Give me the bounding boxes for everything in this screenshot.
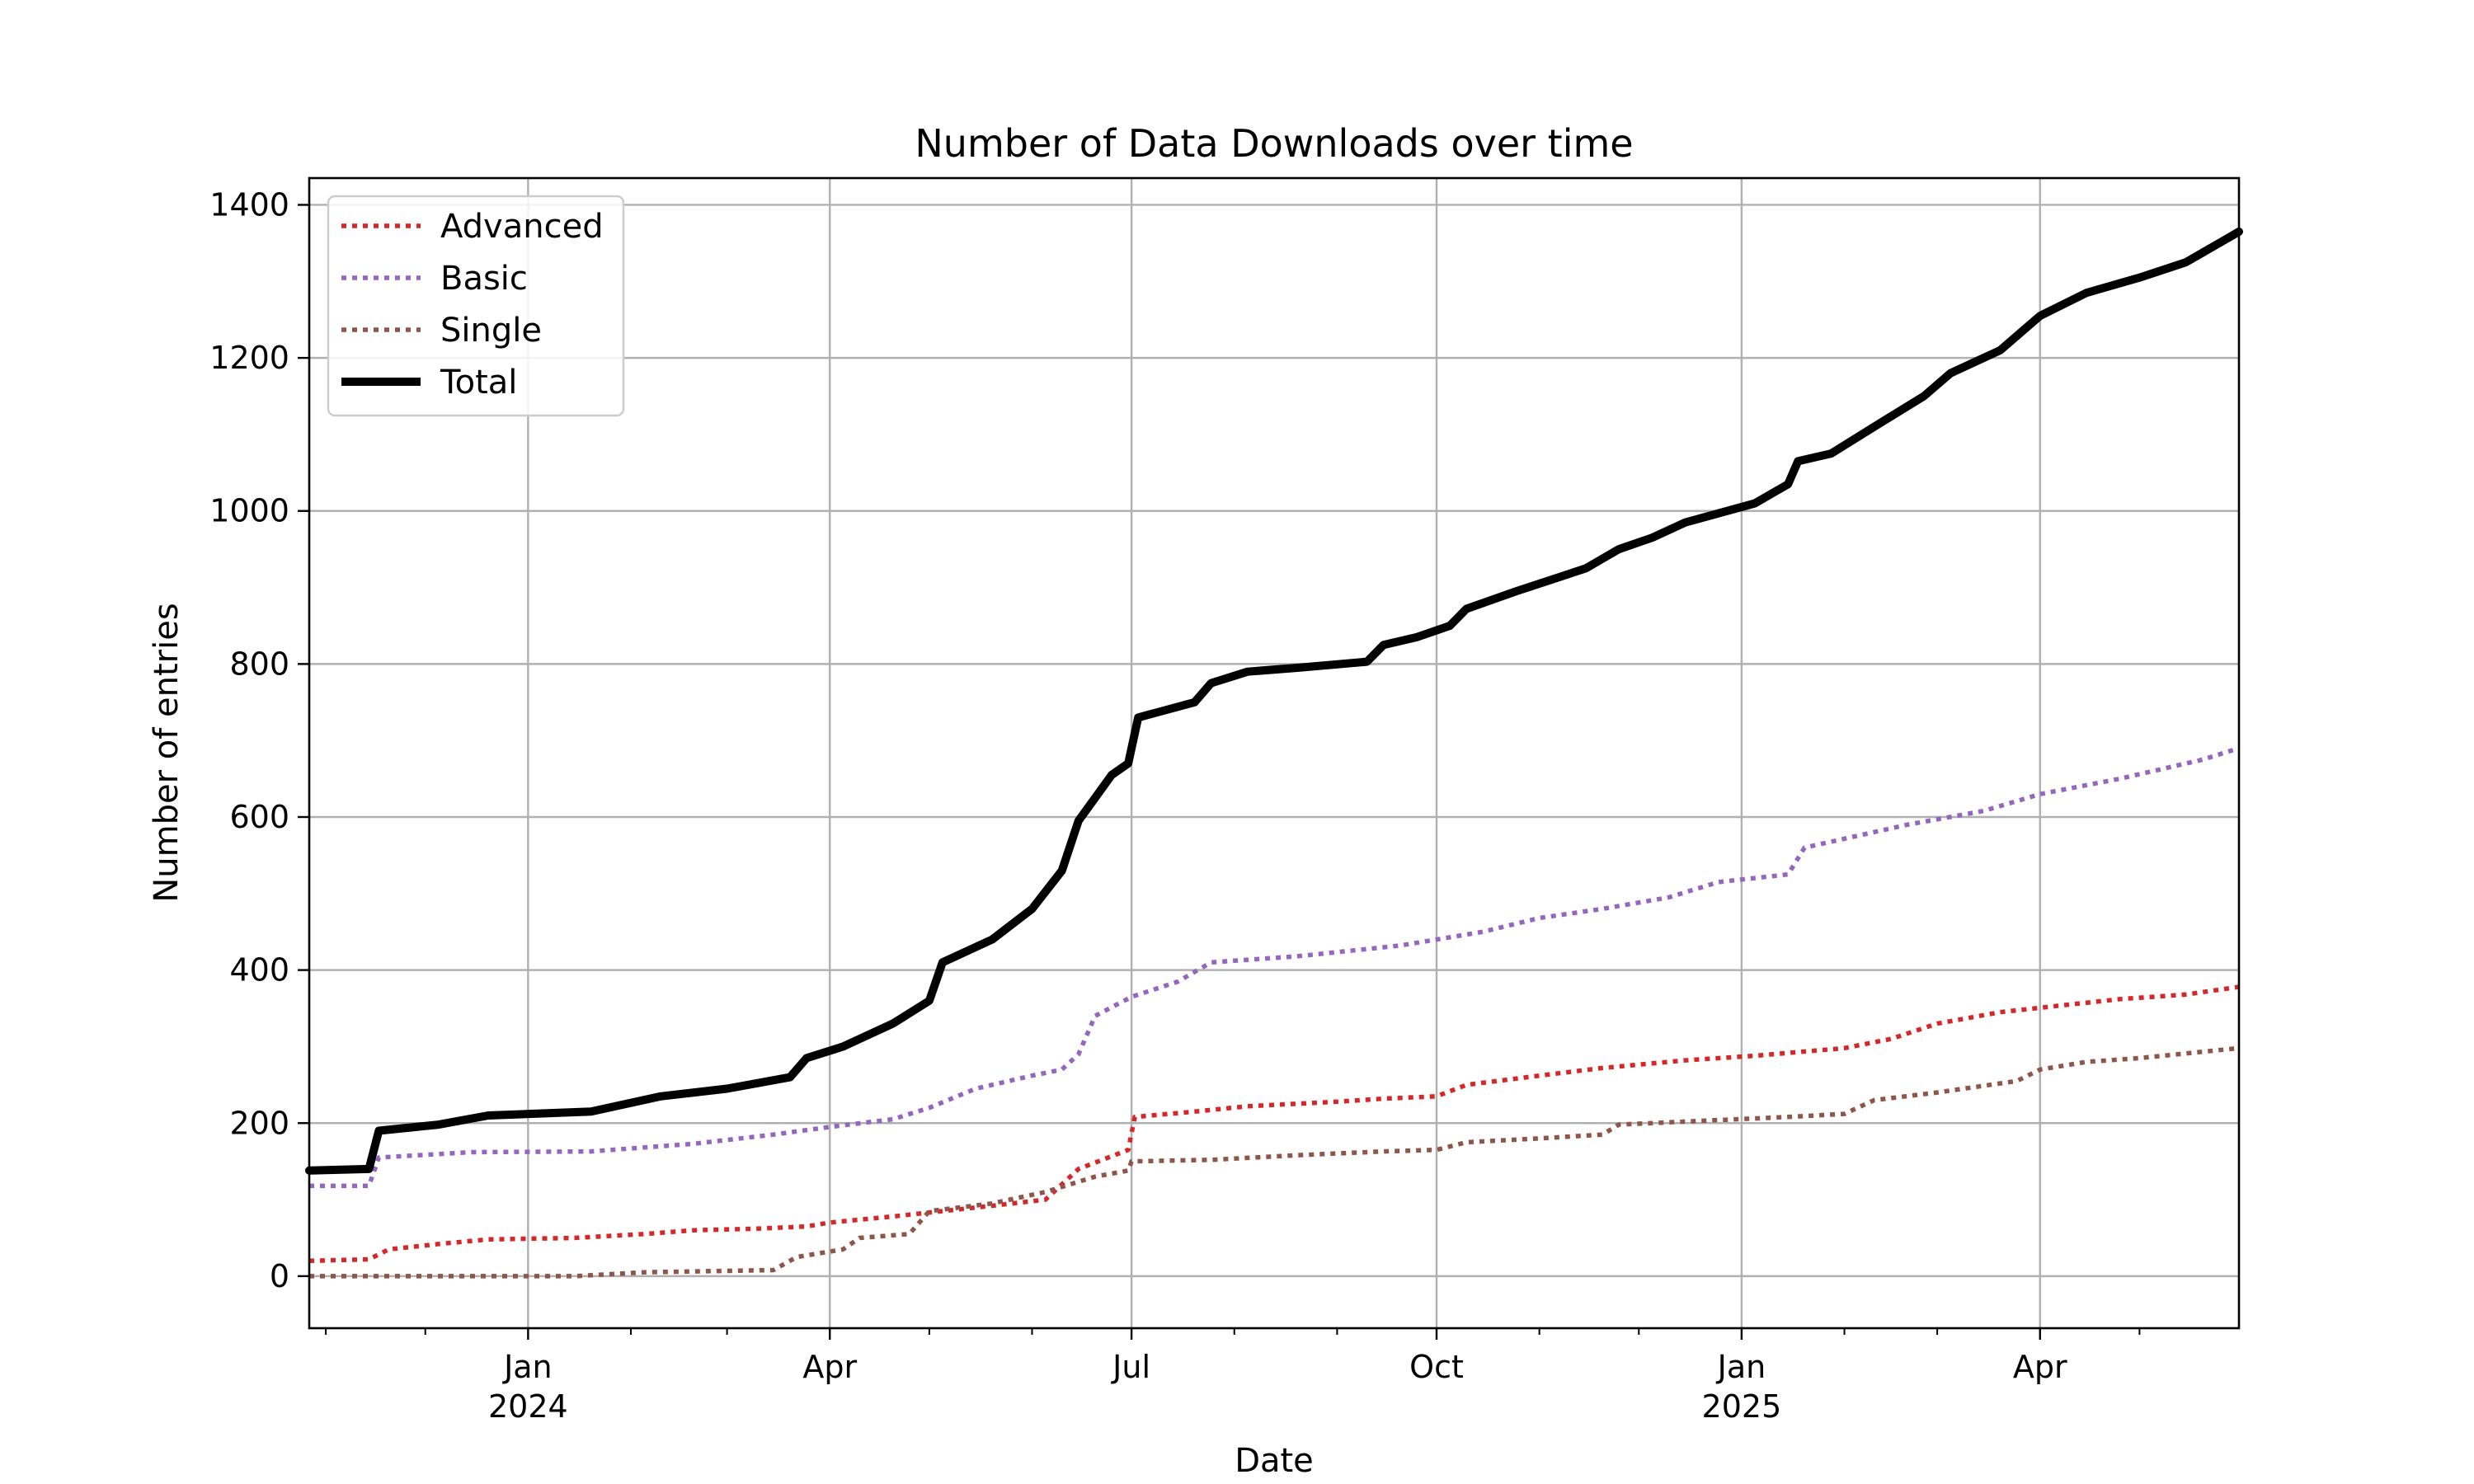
plot-area-frame [308, 176, 2241, 1330]
y-tick-label: 1400 [209, 186, 289, 223]
x-tick-year-label: 2025 [1702, 1388, 1782, 1425]
x-axis-title: Date [1235, 1442, 1314, 1480]
series-line-advanced [308, 984, 2240, 1264]
x-tick-label: Jan [502, 1349, 553, 1385]
legend-label-single: Single [440, 312, 542, 350]
x-tick-label: Apr [2013, 1349, 2067, 1385]
series-line-single [309, 1045, 2240, 1279]
y-tick-label: 1000 [209, 493, 289, 529]
y-tick-label: 400 [229, 952, 289, 989]
x-tick-label: Oct [1409, 1349, 1464, 1385]
legend-label-total: Total [440, 364, 517, 402]
y-tick-label: 200 [229, 1105, 289, 1141]
chart-title: Number of Data Downloads over time [915, 121, 1633, 166]
y-tick-label: 0 [270, 1258, 289, 1294]
series-lines [305, 228, 2243, 1279]
y-tick-label: 600 [229, 799, 289, 835]
legend-label-advanced: Advanced [440, 208, 604, 246]
legend-label-basic: Basic [440, 260, 528, 298]
y-tick-label: 800 [229, 646, 289, 682]
y-tick-label: 1200 [209, 340, 289, 376]
x-tick-label: Jul [1111, 1349, 1150, 1385]
legend-box [327, 195, 625, 417]
x-tick-label: Jan [1716, 1349, 1766, 1385]
x-tick-year-label: 2024 [488, 1388, 568, 1425]
series-line-basic [309, 745, 2240, 1189]
legend: Advanced Basic Single Total [327, 195, 625, 417]
y-axis-title: Number of entries [148, 603, 186, 902]
x-tick-label: Apr [802, 1349, 857, 1385]
series-line-total [305, 228, 2243, 1175]
